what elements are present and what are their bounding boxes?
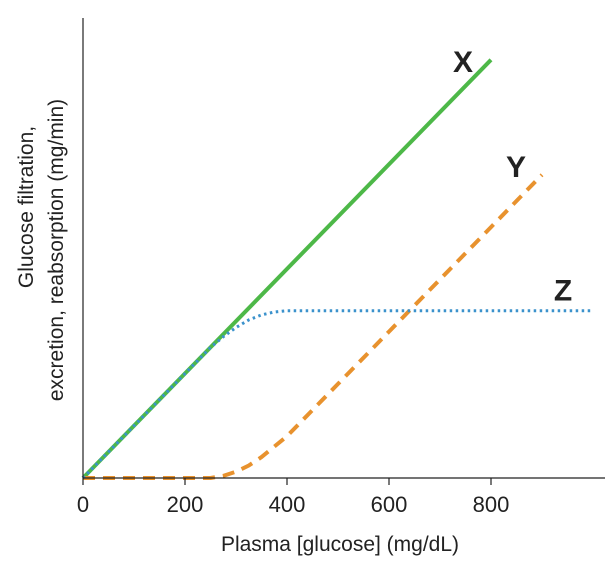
x-tick-label: 200 xyxy=(167,492,204,517)
x-tick-label: 600 xyxy=(371,492,408,517)
y-axis-title: Glucose filtration, excretion, reabsorpt… xyxy=(15,99,68,401)
y-axis-title-line-2: excretion, reabsorption (mg/min) xyxy=(45,99,68,401)
series-line-x xyxy=(81,58,493,480)
x-tick-layer: 0 200 400 600 800 xyxy=(77,478,509,517)
series-label-x: X xyxy=(453,46,473,79)
series-line-z xyxy=(81,309,593,480)
series-label-z: Z xyxy=(554,275,572,308)
x-tick-label: 400 xyxy=(269,492,306,517)
x-tick-label: 0 xyxy=(77,492,89,517)
series-label-y: Y xyxy=(506,151,526,184)
series-line-y xyxy=(83,173,544,480)
y-axis-title-line-1: Glucose filtration, xyxy=(15,126,38,288)
series-layer xyxy=(81,58,593,480)
x-axis-title: Plasma [glucose] (mg/dL) xyxy=(221,533,459,556)
series-label-layer: X Y Z xyxy=(453,46,572,308)
x-tick-label: 800 xyxy=(473,492,510,517)
